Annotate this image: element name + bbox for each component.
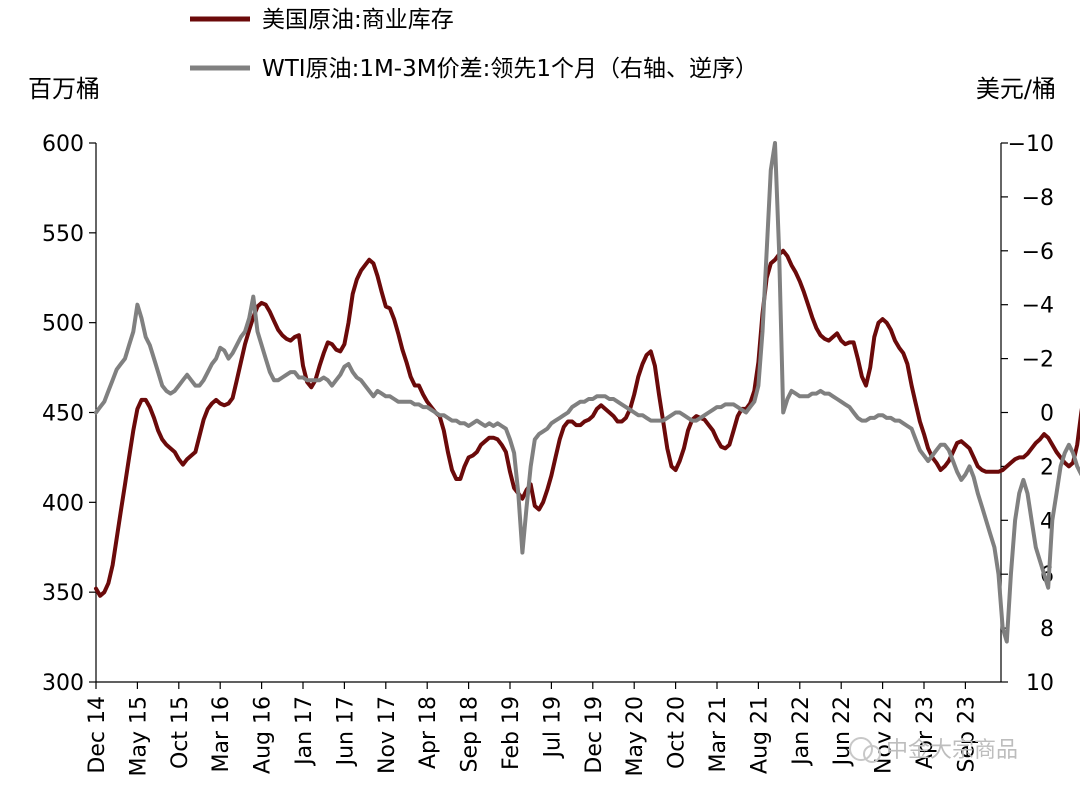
y-left-unit-label: 百万桶 [28, 75, 100, 103]
x-tick-label: May 15 [126, 696, 151, 776]
y-right-tick-label: 10 [1026, 671, 1054, 696]
wechat-icon-inner [863, 745, 881, 763]
x-tick-label: Jun 22 [830, 696, 855, 767]
series-layer [94, 141, 1080, 644]
x-tick-label: Nov 17 [375, 696, 400, 774]
watermark-text: 中金大宗商品 [886, 738, 1018, 763]
x-tick-label: Jun 17 [333, 696, 358, 767]
series-line-stock [94, 248, 1080, 598]
y-right-tick-label: −6 [1022, 240, 1054, 265]
series-line-spread [94, 141, 1080, 644]
x-ticks: Dec 14 May 15 Oct 15 Mar 16 Aug 16 Jan 17 Jun … [85, 682, 979, 776]
y-right-tick-label: −10 [1008, 132, 1054, 157]
x-tick-label: Apr 23 [913, 696, 938, 769]
y-right-tick-label: 0 [1040, 402, 1054, 427]
y-right-unit-label: 美元/桶 [976, 75, 1056, 103]
y-left-tick-label: 500 [42, 312, 84, 337]
x-tick-label: Jan 22 [789, 696, 814, 767]
x-tick-label: Sep 23 [954, 696, 979, 772]
x-tick-label: May 20 [623, 696, 648, 776]
y-right-tick-label: 2 [1040, 455, 1054, 480]
x-tick-label: Mar 21 [706, 696, 731, 773]
wechat-icon [849, 737, 873, 761]
y-left-tick-label: 350 [42, 581, 84, 606]
y-left-tick-label: 550 [42, 222, 84, 247]
y-right-tick-label: −2 [1022, 348, 1054, 373]
y-right-tick-label: −4 [1022, 294, 1054, 319]
y-left-tick-label: 400 [42, 491, 84, 516]
y-left-tick-label: 450 [42, 402, 84, 427]
x-tick-label: Feb 19 [499, 696, 524, 770]
x-tick-label: Aug 21 [747, 696, 772, 774]
legend-label-spread: WTI原油:1M-3M价差:领先1个月（右轴、逆序） [262, 56, 758, 82]
x-tick-label: Sep 18 [458, 696, 483, 772]
y-left-ticks: 600 550 500 450 400 350 300 [42, 132, 96, 696]
watermark: 中金大宗商品 [849, 737, 1018, 763]
y-left-tick-label: 300 [42, 671, 84, 696]
x-tick-label: Oct 20 [665, 696, 690, 769]
x-tick-label: Aug 16 [251, 696, 276, 774]
x-tick-label: Apr 18 [416, 696, 441, 769]
x-tick-label: Dec 19 [582, 696, 607, 774]
x-tick-label: Jan 17 [292, 696, 317, 767]
legend: 美国原油:商业库存 WTI原油:1M-3M价差:领先1个月（右轴、逆序） [190, 7, 758, 82]
x-tick-label: Mar 16 [209, 696, 234, 773]
y-left-tick-label: 600 [42, 132, 84, 157]
y-right-tick-label: −8 [1022, 186, 1054, 211]
x-tick-label: Oct 15 [168, 696, 193, 769]
x-tick-label: Dec 14 [85, 696, 110, 774]
x-tick-label: Jul 19 [540, 696, 565, 760]
y-right-tick-label: 8 [1040, 617, 1054, 642]
legend-label-stock: 美国原油:商业库存 [262, 7, 454, 33]
